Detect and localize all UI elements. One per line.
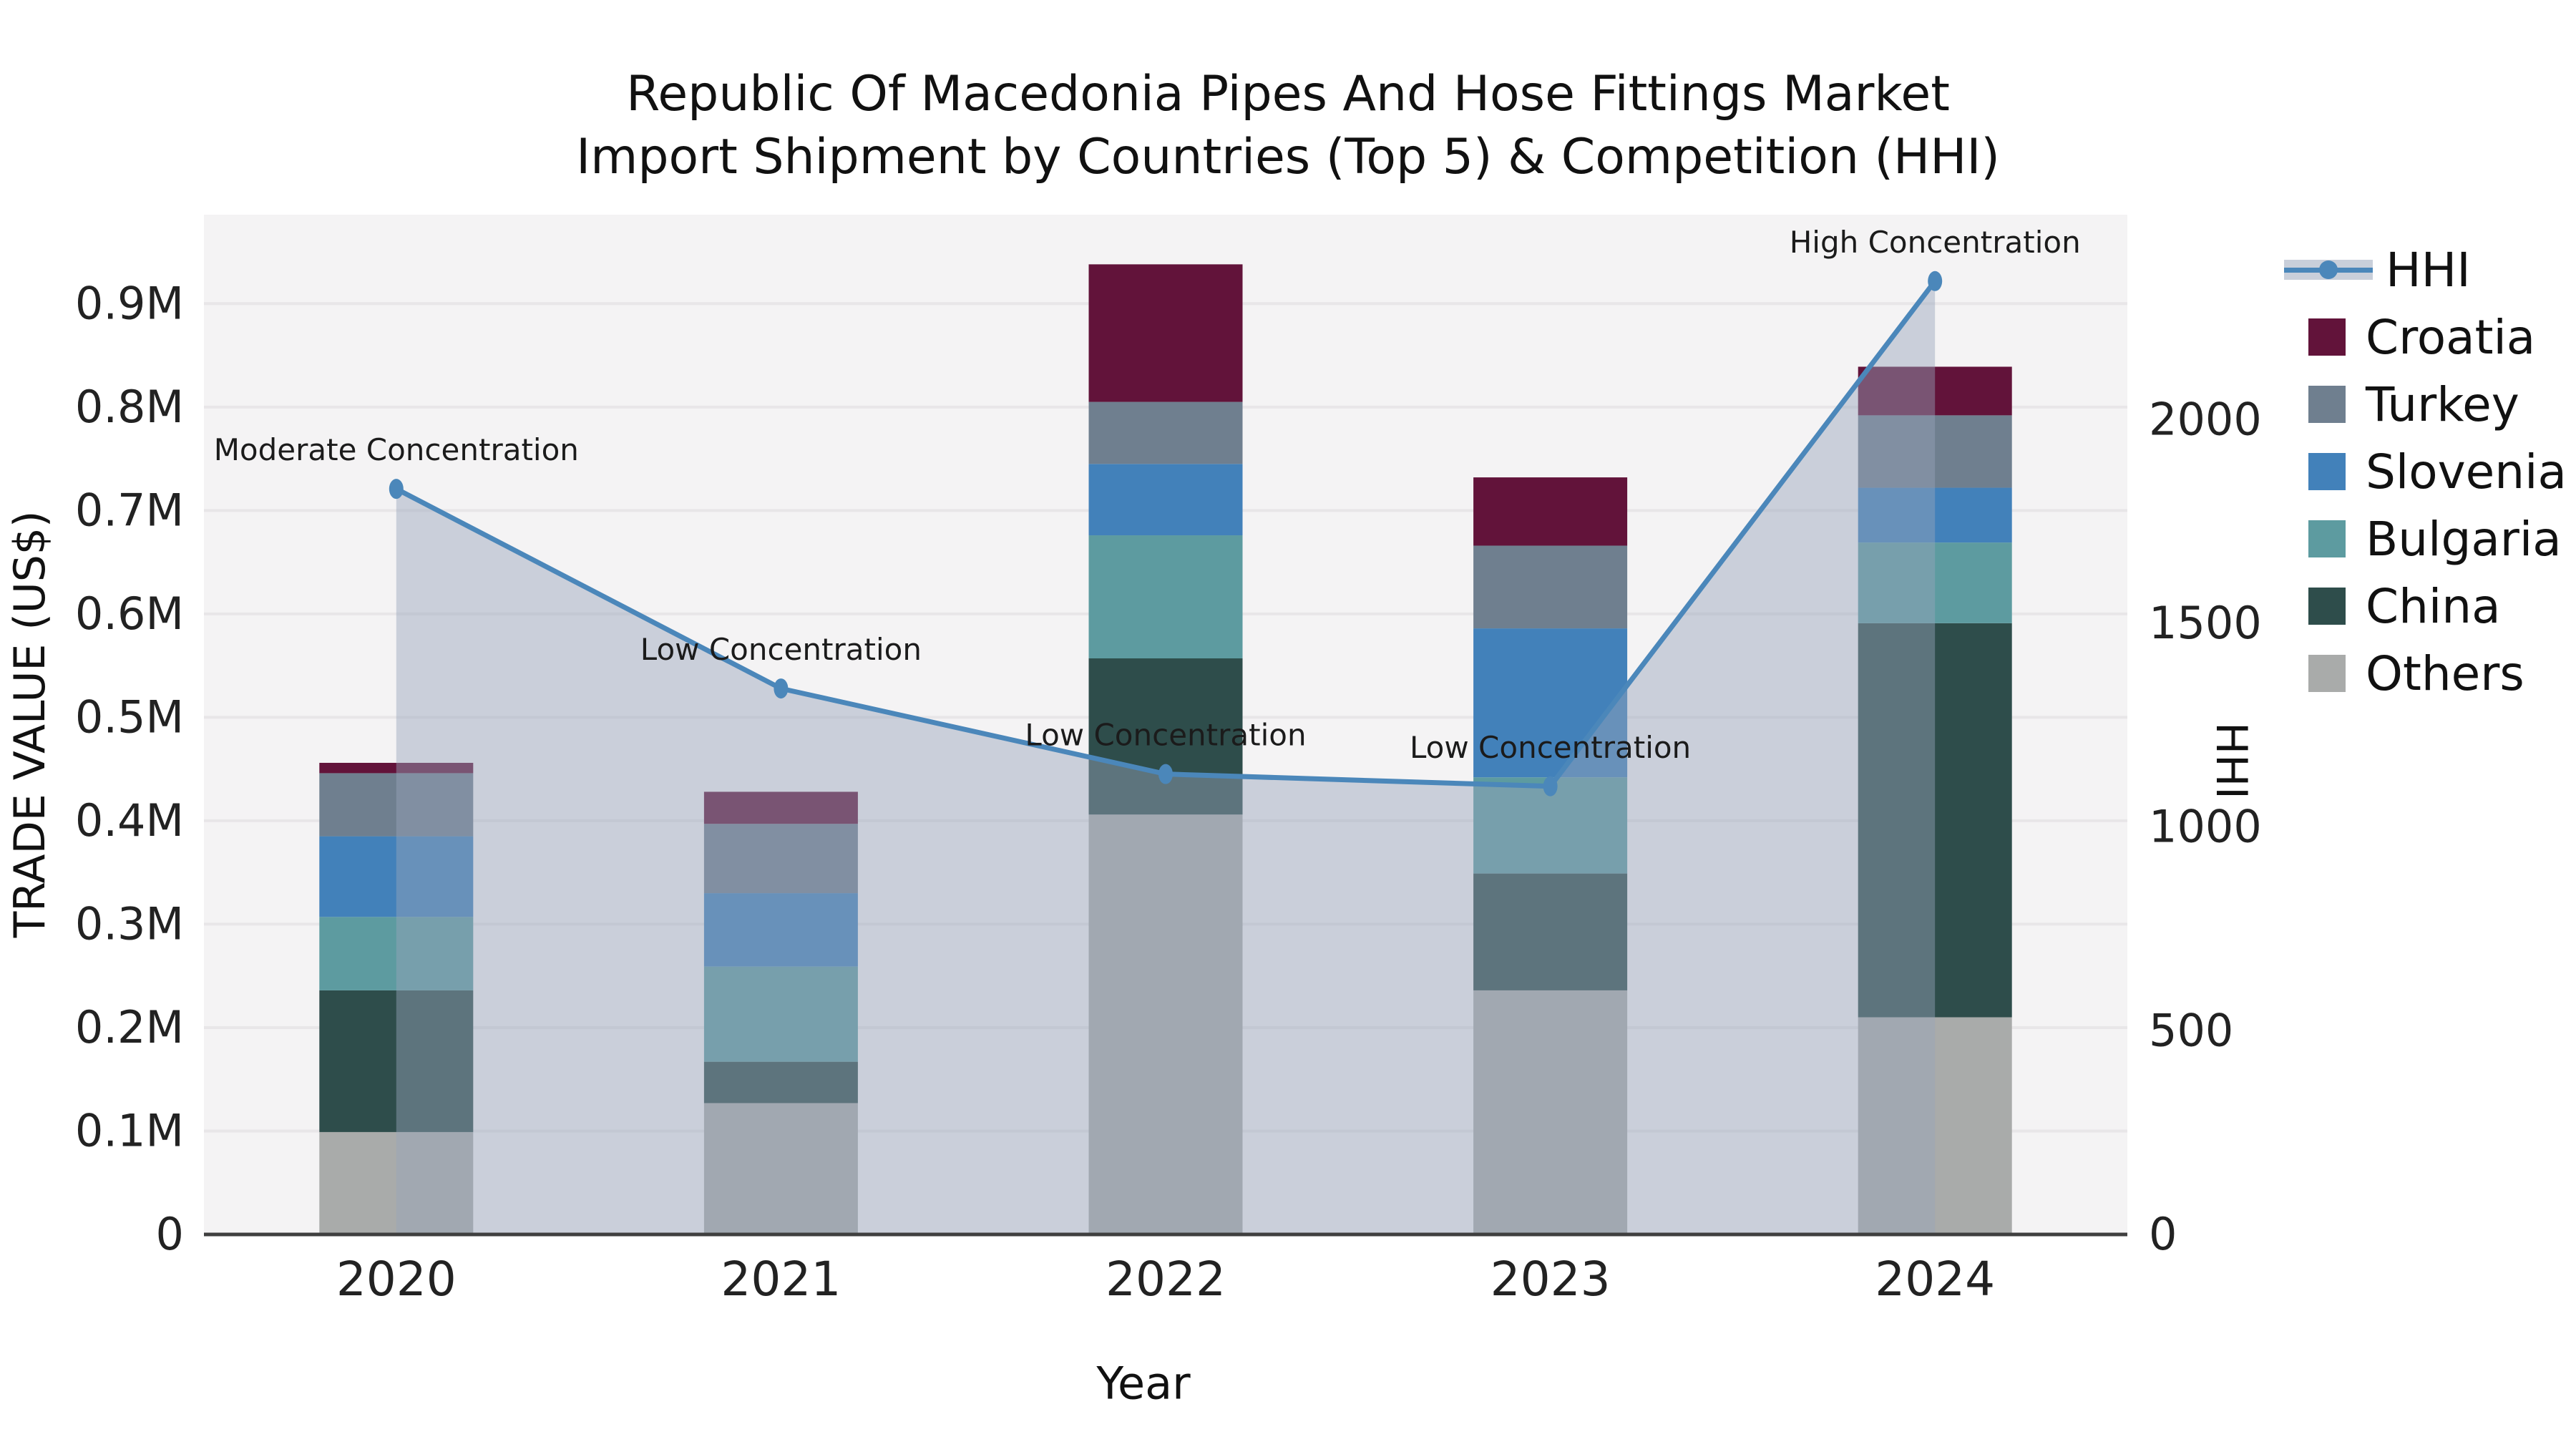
legend-label-others: Others (2366, 645, 2524, 701)
hhi-markers (389, 271, 1943, 796)
y-left-tick-label: 0.2M (75, 1001, 184, 1053)
x-tick-label: 2022 (1106, 1252, 1226, 1307)
chart-legend: HHI Croatia Turkey Slovenia Bulgaria China Oth… (2284, 236, 2567, 707)
y-left-tick-labels: 0 0.1M 0.2M 0.3M 0.4M 0.5M 0.6M 0.7M 0.8M 0.9M (75, 277, 184, 1260)
hhi-marker-2020 (389, 479, 404, 500)
y-left-tick-label: 0.6M (75, 588, 184, 640)
bar-segment-2020-others (319, 1131, 474, 1234)
y-right-tick-label: 500 (2149, 1004, 2233, 1056)
annotation-2023: Low Concentration (1410, 730, 1691, 765)
hhi-marker-icon (2319, 260, 2338, 279)
legend-label-hhi: HHI (2386, 242, 2471, 298)
bar-segment-2021-turkey (703, 824, 858, 894)
legend-label-china: China (2366, 578, 2501, 634)
bar-segment-2024-others (1858, 1017, 2012, 1234)
hhi-area-fill (396, 281, 1936, 1235)
bar-segment-2024-turkey (1858, 415, 2012, 488)
hhi-marker-2021 (774, 678, 789, 699)
legend-swatch-croatia (2308, 318, 2346, 356)
bar-segment-2022-croatia (1088, 264, 1243, 402)
hhi-line-icon (2284, 257, 2373, 283)
bar-segment-2020-slovenia (319, 836, 474, 917)
legend-item-bulgaria: Bulgaria (2284, 505, 2567, 572)
bar-segment-2023-others (1473, 990, 1628, 1234)
annotations: Moderate Concentration Low Concentration L… (214, 225, 2081, 765)
chart-title-line2: Import Shipment by Countries (Top 5) & C… (576, 129, 2000, 185)
bar-segment-2024-bulgaria (1858, 542, 2012, 623)
legend-label-bulgaria: Bulgaria (2366, 511, 2562, 567)
bar-segment-2020-china (319, 990, 474, 1132)
bar-segment-2024-slovenia (1858, 487, 2012, 543)
y-right-tick-label: 0 (2149, 1208, 2177, 1260)
x-tick-label: 2020 (336, 1252, 457, 1307)
chart-title-line1: Republic Of Macedonia Pipes And Hose Fit… (626, 66, 1950, 122)
hhi-marker-2022 (1158, 764, 1173, 784)
bar-segment-2023-croatia (1473, 477, 1628, 546)
annotation-2021: Low Concentration (640, 632, 922, 667)
bar-segment-2022-bulgaria (1088, 535, 1243, 659)
bar-segment-2024-china (1858, 623, 2012, 1018)
legend-item-turkey: Turkey (2284, 371, 2567, 438)
legend-item-others: Others (2284, 640, 2567, 707)
y-left-tick-label: 0.8M (75, 381, 184, 433)
bar-segment-2022-turkey (1088, 401, 1243, 464)
bar-segment-2020-croatia (319, 762, 474, 774)
bar-segment-2020-bulgaria (319, 917, 474, 990)
y-left-tick-label: 0.9M (75, 277, 184, 329)
legend-swatch-china (2308, 588, 2346, 625)
y-right-tick-label: 2000 (2149, 393, 2262, 445)
annotation-2022: Low Concentration (1025, 718, 1306, 753)
bar-segment-2023-china (1473, 873, 1628, 990)
bar-segment-2021-china (703, 1061, 858, 1103)
legend-label-slovenia: Slovenia (2366, 444, 2567, 500)
y-right-tick-labels: 0 500 1000 1500 2000 (2149, 393, 2262, 1260)
bar-segment-2021-slovenia (703, 893, 858, 967)
bar-segment-2021-croatia (703, 791, 858, 824)
y-left-tick-label: 0 (156, 1208, 184, 1260)
bar-segment-2022-slovenia (1088, 464, 1243, 536)
bar-segment-2020-turkey (319, 773, 474, 837)
hhi-marker-2024 (1928, 271, 1943, 291)
y-left-tick-label: 0.4M (75, 794, 184, 847)
bar-segment-2021-bulgaria (703, 966, 858, 1062)
y-axis-right-title: HHI (2206, 722, 2256, 799)
bar-segment-2022-others (1088, 814, 1243, 1234)
y-left-tick-label: 0.3M (75, 897, 184, 950)
bar-segment-2023-slovenia (1473, 628, 1628, 778)
legend-item-slovenia: Slovenia (2284, 438, 2567, 505)
y-axis-left-title: TRADE VALUE (US$) (5, 510, 55, 938)
bars (319, 264, 2012, 1234)
annotation-2020: Moderate Concentration (214, 432, 579, 467)
bar-segment-2022-china (1088, 658, 1243, 815)
bar-segment-2024-croatia (1858, 366, 2012, 416)
x-tick-label: 2024 (1875, 1252, 1995, 1307)
legend-label-croatia: Croatia (2366, 309, 2536, 365)
x-tick-label: 2021 (721, 1252, 841, 1307)
legend-swatch-bulgaria (2308, 520, 2346, 557)
legend-swatch-others (2308, 655, 2346, 692)
bar-segment-2023-turkey (1473, 545, 1628, 629)
hhi-marker-2023 (1543, 776, 1558, 796)
legend-item-hhi: HHI (2284, 236, 2567, 303)
y-left-tick-label: 0.5M (75, 691, 184, 743)
annotation-2024: High Concentration (1790, 225, 2081, 260)
x-axis-title: Year (1096, 1357, 1191, 1410)
legend-item-china: China (2284, 572, 2567, 640)
legend-swatch-turkey (2308, 386, 2346, 423)
bar-segment-2021-others (703, 1103, 858, 1234)
y-right-tick-label: 1000 (2149, 801, 2262, 853)
legend-label-turkey: Turkey (2366, 376, 2519, 432)
y-left-tick-label: 0.7M (75, 484, 184, 536)
y-right-tick-label: 1500 (2149, 597, 2262, 649)
x-tick-labels: 2020 2021 2022 2023 2024 (336, 1252, 1995, 1307)
legend-item-croatia: Croatia (2284, 303, 2567, 371)
x-tick-label: 2023 (1491, 1252, 1611, 1307)
legend-swatch-slovenia (2308, 453, 2346, 490)
y-left-tick-label: 0.1M (75, 1104, 184, 1156)
